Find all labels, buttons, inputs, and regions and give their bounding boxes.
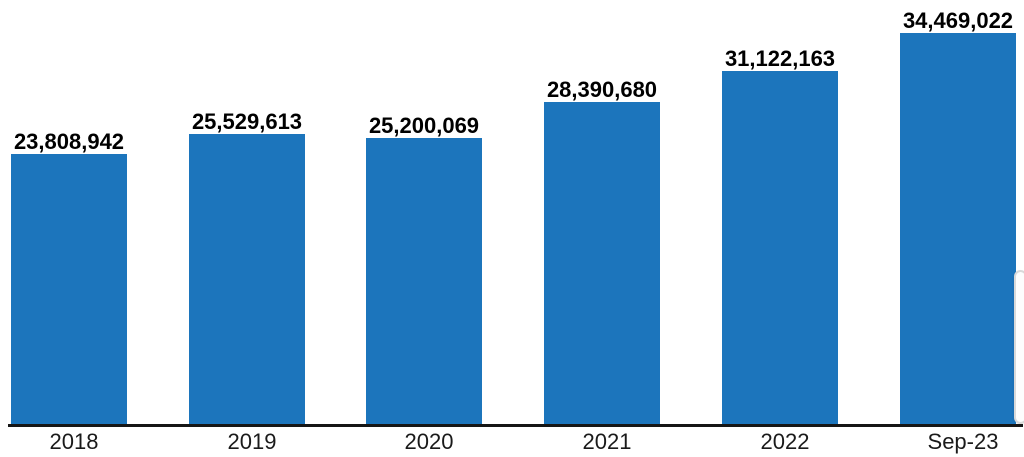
bar-2020 bbox=[366, 138, 482, 424]
bar-value-label-2021: 28,390,680 bbox=[546, 77, 658, 102]
bar-sep-23 bbox=[900, 33, 1016, 424]
cropped-ui-fragment-edge bbox=[1014, 270, 1024, 424]
bar-value-label-sep-23: 34,469,022 bbox=[902, 8, 1014, 33]
x-tick-label-2020: 2020 bbox=[404, 429, 454, 454]
bar-value-label-2020: 25,200,069 bbox=[368, 113, 480, 138]
bar-value-label-2022: 31,122,163 bbox=[724, 46, 836, 71]
bar-2022 bbox=[722, 71, 838, 424]
bar-2018 bbox=[11, 154, 127, 424]
x-tick-label-2019: 2019 bbox=[227, 429, 277, 454]
bar-2019 bbox=[189, 134, 305, 424]
x-axis-line bbox=[8, 424, 1023, 427]
bar-2021 bbox=[544, 102, 660, 424]
x-tick-label-2018: 2018 bbox=[49, 429, 99, 454]
x-tick-label-2021: 2021 bbox=[582, 429, 632, 454]
x-tick-label-2022: 2022 bbox=[760, 429, 810, 454]
bar-value-label-2018: 23,808,942 bbox=[13, 129, 125, 154]
x-tick-label-sep-23: Sep-23 bbox=[927, 429, 999, 454]
bar-value-label-2019: 25,529,613 bbox=[191, 109, 303, 134]
